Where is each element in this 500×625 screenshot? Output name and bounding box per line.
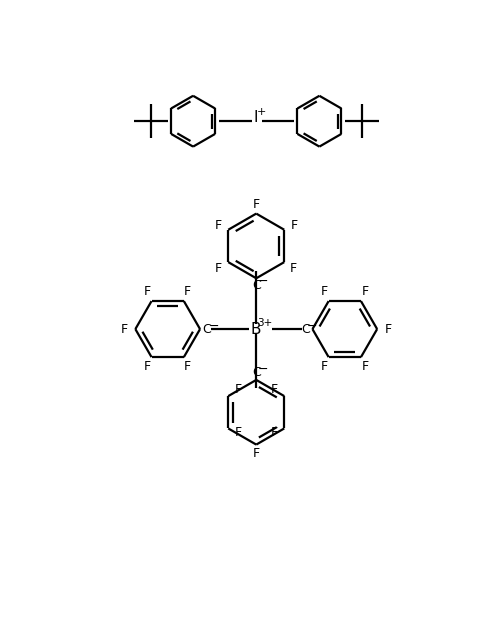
Text: F: F — [214, 262, 222, 275]
Text: F: F — [270, 383, 278, 396]
Text: −: − — [208, 319, 219, 332]
Text: F: F — [234, 426, 242, 439]
Text: F: F — [234, 383, 242, 396]
Text: F: F — [290, 262, 297, 275]
Text: F: F — [252, 448, 260, 461]
Text: F: F — [384, 322, 392, 336]
Text: −: − — [258, 275, 268, 288]
Text: F: F — [362, 286, 368, 298]
Text: F: F — [321, 360, 328, 373]
Text: C: C — [252, 366, 262, 379]
Text: F: F — [184, 360, 192, 373]
Text: F: F — [144, 286, 151, 298]
Text: −: − — [306, 319, 317, 332]
Text: F: F — [252, 198, 260, 211]
Text: C: C — [202, 323, 211, 336]
Text: F: F — [184, 286, 192, 298]
Text: F: F — [362, 360, 368, 373]
Text: F: F — [144, 360, 151, 373]
Text: I: I — [253, 110, 258, 125]
Text: F: F — [121, 322, 128, 336]
Text: B: B — [251, 322, 262, 337]
Text: C: C — [252, 279, 262, 292]
Text: −: − — [258, 362, 268, 376]
Text: +: + — [257, 107, 266, 117]
Text: F: F — [321, 286, 328, 298]
Text: F: F — [290, 219, 298, 232]
Text: C: C — [301, 323, 310, 336]
Text: F: F — [214, 219, 222, 232]
Text: 3+: 3+ — [257, 318, 272, 328]
Text: F: F — [270, 426, 278, 439]
